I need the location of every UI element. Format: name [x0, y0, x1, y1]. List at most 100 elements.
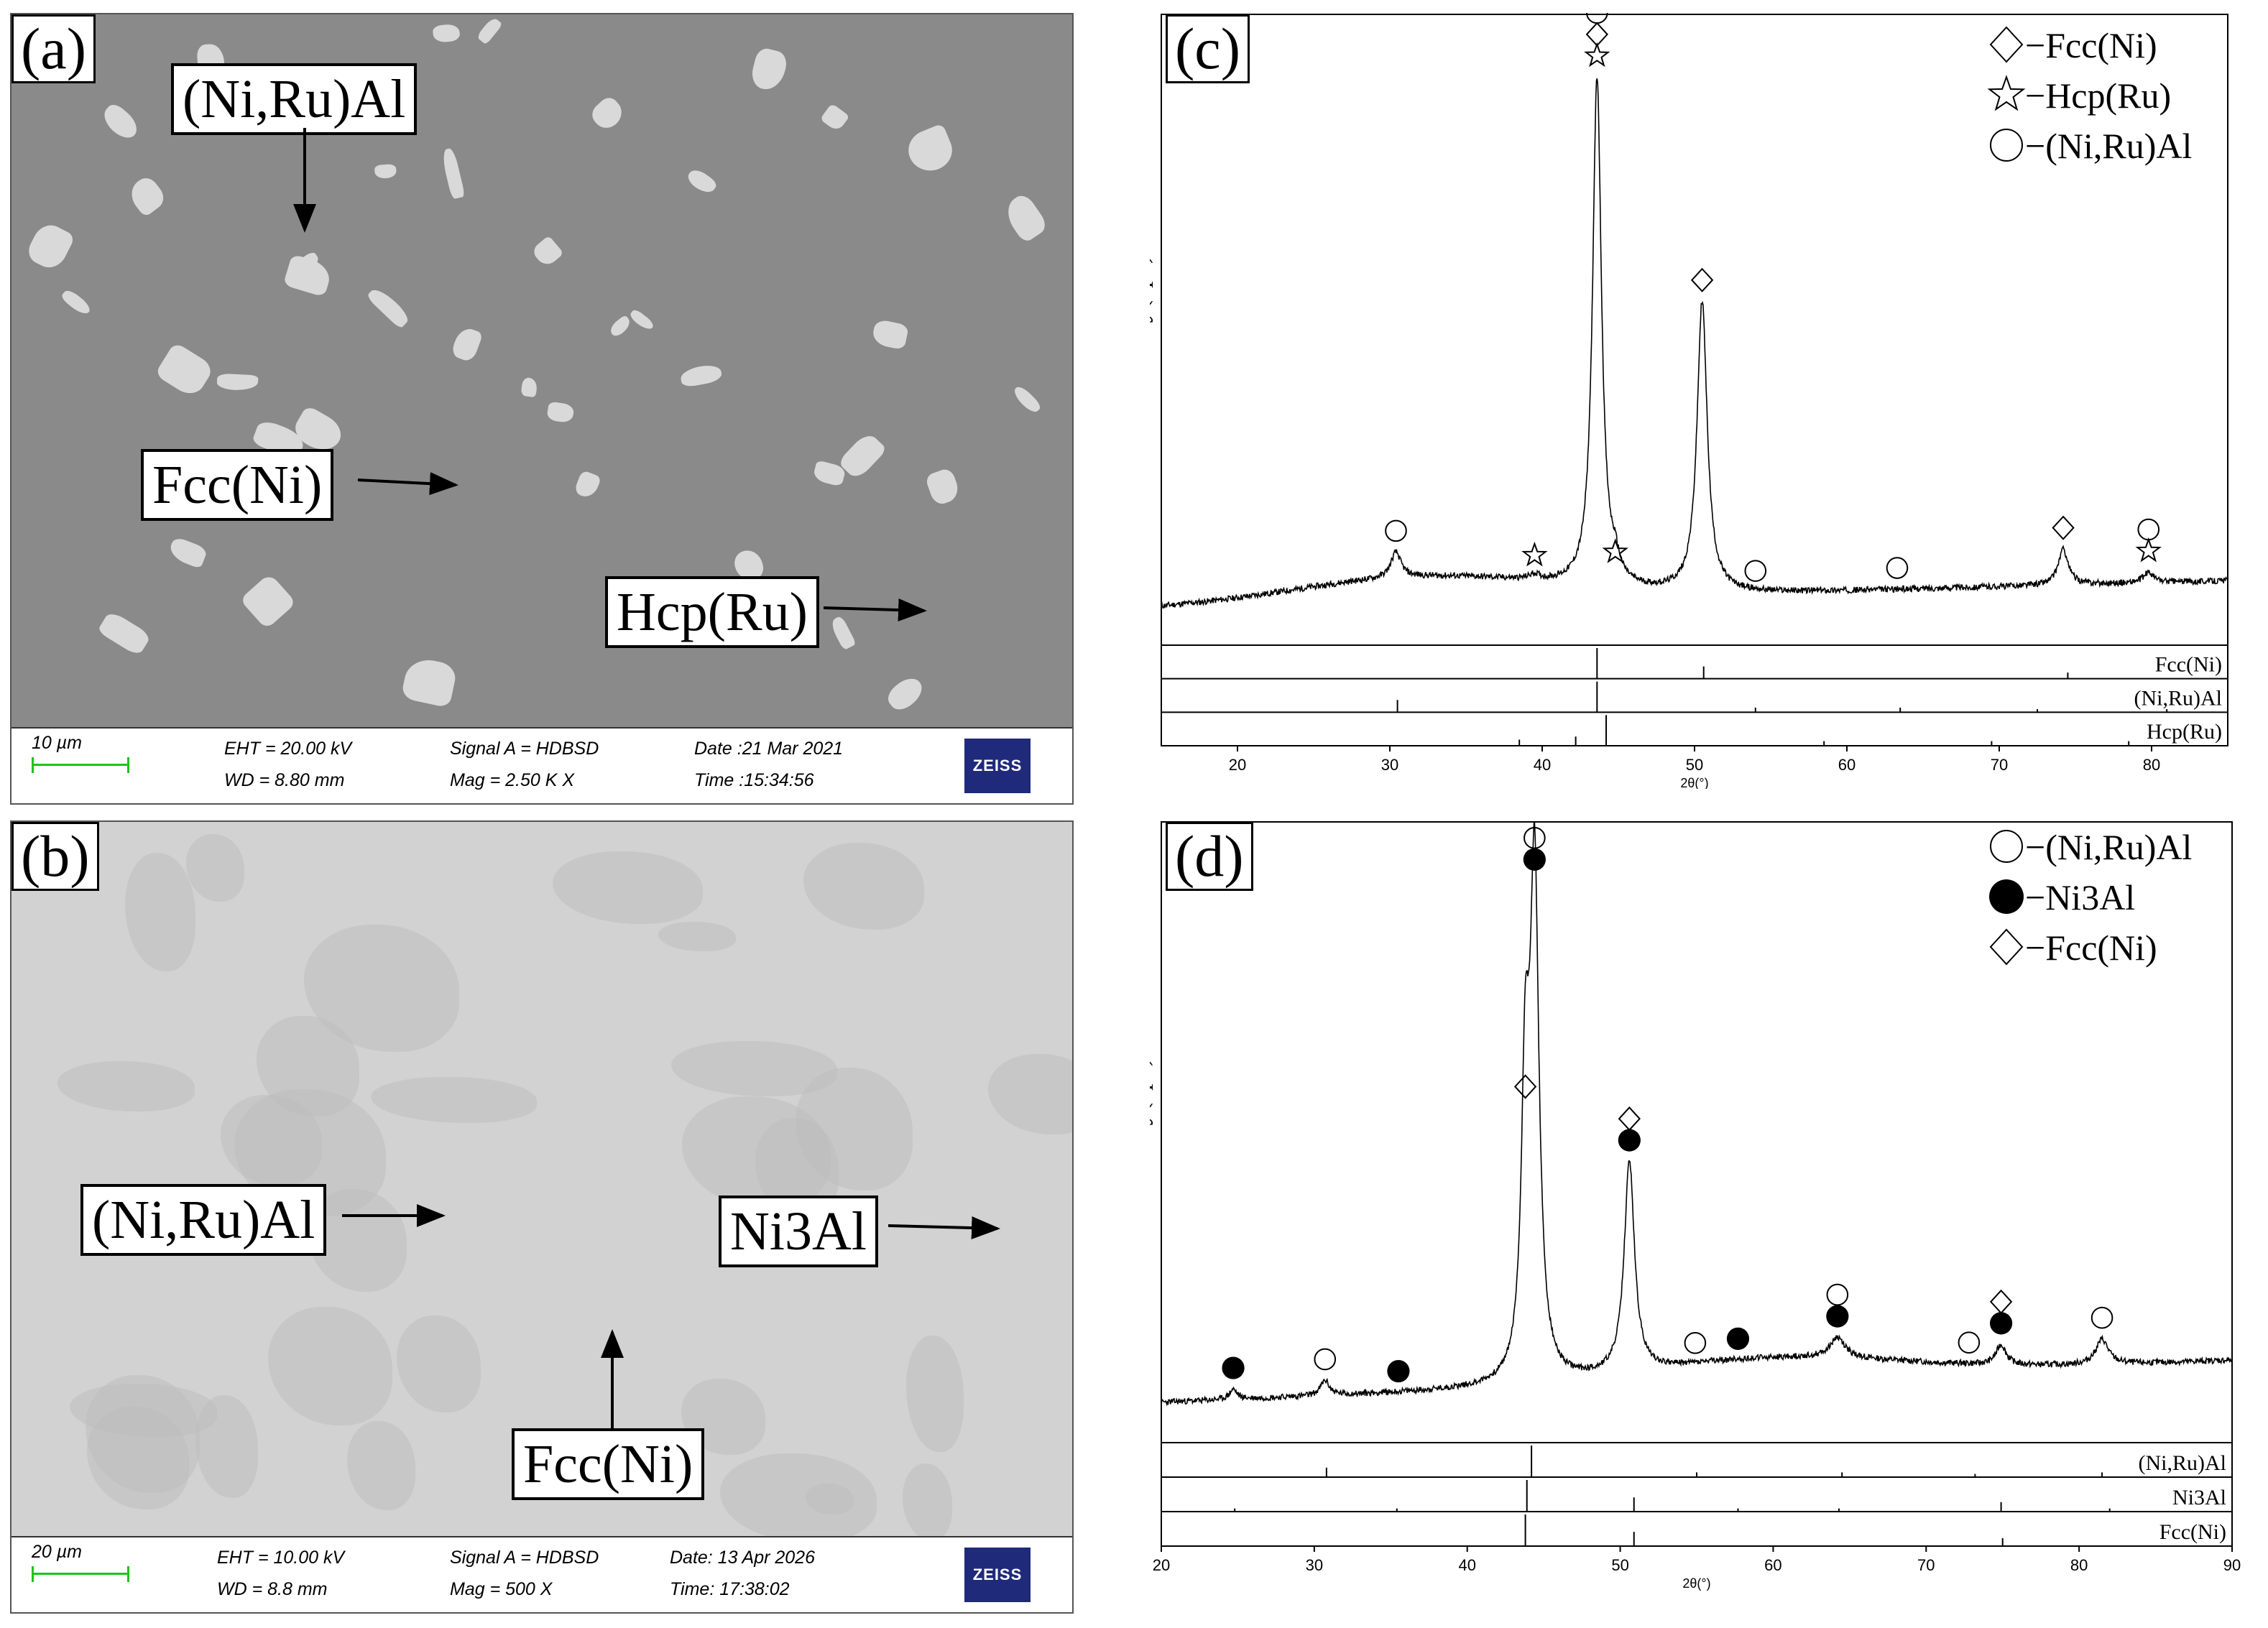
label-fcc-a: Fcc(Ni) [141, 449, 334, 521]
scale-bar-b [32, 1566, 129, 1582]
peak-marker-dot [1222, 1356, 1245, 1379]
peak-marker-circle [1886, 557, 1909, 579]
ni3al-region [720, 1453, 877, 1543]
x-tick-label: 80 [2143, 756, 2160, 774]
ni3al-region [185, 833, 244, 902]
peak-marker-star [1521, 541, 1548, 567]
x-tick-label: 70 [1991, 756, 2008, 774]
x-axis-label: 2θ(°) [1680, 776, 1708, 789]
x-tick-label: 20 [1153, 1556, 1170, 1574]
ni3al-region [267, 1306, 392, 1426]
peak-marker-circle [2090, 1306, 2113, 1329]
legend-label: −(Ni,Ru)Al [2025, 827, 2192, 867]
ni3al-region [371, 1077, 538, 1123]
reference-label: Fcc(Ni) [2155, 653, 2222, 677]
peak-marker-circle [1385, 519, 1407, 542]
ni3al-region [124, 853, 196, 971]
arrows-a [293, 128, 927, 621]
sem-micrograph-b [11, 822, 1072, 1543]
xrd-pattern-line [1161, 78, 2228, 609]
sem-info-bar-a: 10 µm EHT = 20.00 kV WD = 8.80 mm Signal… [11, 727, 1072, 803]
x-tick-label: 20 [1229, 756, 1246, 774]
peak-marker-circle [1958, 1331, 1981, 1354]
sem-info-bar-b: 20 µm EHT = 10.00 kV WD = 8.8 mm Signal … [11, 1536, 1072, 1612]
x-tick-label: 70 [1917, 1556, 1935, 1574]
peak-marker-dot [1989, 1312, 2013, 1335]
panel-letter-a: (a) [11, 14, 96, 83]
legend-label: −Fcc(Ni) [2025, 928, 2157, 968]
x-tick-label: 90 [2223, 1556, 2241, 1574]
ni3al-region [905, 1335, 964, 1453]
ni3al-region [257, 1015, 359, 1116]
peak-marker-circle [1684, 1332, 1707, 1354]
ni3al-region [553, 851, 703, 924]
xrd-chart-d: Intensity(cps) (Ni,Ru)Al Ni3Al Fcc(Ni) 20 30 4… [1150, 821, 2241, 1591]
scale-label-b: 20 µm [32, 1542, 82, 1562]
x-tick-label: 30 [1381, 756, 1398, 774]
reference-label: (Ni,Ru)Al [2139, 1451, 2227, 1475]
legend-label: −Fcc(Ni) [2025, 25, 2157, 65]
label-ni3al-b: Ni3Al [719, 1195, 878, 1267]
peak-marker-star [2135, 537, 2162, 563]
peak-marker-circle [1744, 560, 1767, 582]
x-tick-label: 40 [1458, 1556, 1475, 1574]
peak-marker-dot [1826, 1305, 1849, 1328]
legend-symbol-circle [1990, 129, 2023, 162]
eht-b: EHT = 10.00 kV [217, 1548, 345, 1568]
xrd-pattern-line [1161, 821, 2232, 1407]
ni3al-region [57, 1060, 195, 1111]
label-nirual-a: (Ni,Ru)Al [171, 63, 418, 135]
reference-label: Hcp(Ru) [2147, 720, 2222, 744]
ni3al-region [671, 1041, 838, 1097]
eht-a: EHT = 20.00 kV [224, 739, 352, 759]
signal-a: Signal A = HDBSD [450, 739, 599, 759]
time-b: Time: 17:38:02 [670, 1579, 790, 1599]
signal-b: Signal A = HDBSD [450, 1548, 599, 1568]
zeiss-logo-b: ZEISS [964, 1548, 1031, 1602]
legend-symbol-diamond [1989, 928, 2024, 966]
mag-a: Mag = 2.50 K X [450, 770, 575, 790]
time-a: Time :15:34:56 [694, 770, 814, 790]
xrd-chart-c: Intensity(cps) Fcc(Ni) (Ni,Ru)Al Hcp(Ru) 20 3… [1150, 13, 2228, 789]
date-a: Date :21 Mar 2021 [694, 739, 844, 759]
label-fcc-b: Fcc(Ni) [512, 1428, 705, 1500]
ni3al-region [87, 1407, 190, 1509]
sem-panel-b: (b) (Ni,Ru)Al Ni3Al Fcc(Ni) 20 µm EHT = … [10, 820, 1074, 1614]
peak-marker-diamond [2052, 515, 2075, 540]
peak-marker-circle [1826, 1283, 1849, 1306]
y-axis-label: Intensity(cps) [1150, 255, 1153, 405]
plot-frame [1161, 14, 2228, 746]
ni3al-region [658, 922, 737, 952]
xrd-panel-c: Intensity(cps) Fcc(Ni) (Ni,Ru)Al Hcp(Ru) 20 3… [1150, 13, 2261, 789]
plot-frame [1161, 821, 2233, 1547]
peak-marker-star [1584, 42, 1610, 68]
ni3al-region [902, 1463, 953, 1541]
peak-marker-diamond [1513, 1074, 1537, 1099]
date-b: Date: 13 Apr 2026 [670, 1548, 815, 1568]
scale-label-a: 10 µm [32, 733, 82, 753]
peak-marker-diamond [1690, 267, 1714, 292]
xrd-panel-d: Intensity(cps) (Ni,Ru)Al Ni3Al Fcc(Ni) 20 30 4… [1150, 820, 2261, 1596]
peak-marker-dot [1387, 1359, 1410, 1383]
ni3al-region [803, 843, 925, 930]
label-nirual-b: (Ni,Ru)Al [80, 1184, 327, 1256]
peak-marker-dot [1726, 1327, 1750, 1350]
x-tick-label: 60 [1838, 756, 1856, 774]
legend-symbol-dot [1989, 879, 2024, 914]
peak-marker-circle [1586, 13, 1608, 24]
legend-label: −Hcp(Ru) [2025, 75, 2171, 116]
x-tick-label: 30 [1306, 1556, 1323, 1574]
peak-marker-circle [1523, 827, 1546, 849]
peak-marker-diamond [1585, 22, 1608, 47]
x-tick-label: 40 [1534, 756, 1551, 774]
x-tick-label: 50 [1686, 756, 1703, 774]
x-tick-label: 50 [1611, 1556, 1628, 1574]
y-axis-label: Intensity(cps) [1150, 1058, 1153, 1208]
legend-symbol-circle [1990, 830, 2023, 863]
panel-letter-c: (c) [1166, 14, 1250, 83]
wd-b: WD = 8.8 mm [217, 1579, 328, 1599]
x-axis-label: 2θ(°) [1682, 1576, 1710, 1591]
x-tick-label: 60 [1764, 1556, 1781, 1574]
legend-symbol-diamond [1989, 26, 2024, 63]
legend-symbol-star [1987, 75, 2026, 111]
